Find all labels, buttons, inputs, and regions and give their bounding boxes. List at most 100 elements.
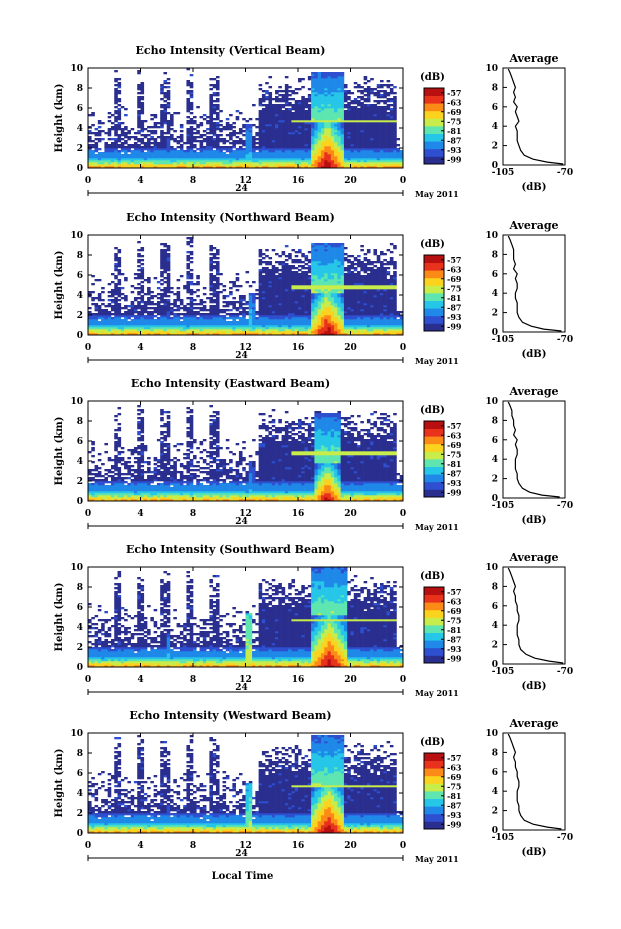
heatmap-cell bbox=[261, 132, 266, 135]
heatmap-cell bbox=[127, 164, 131, 167]
heatmap-cell bbox=[281, 269, 286, 272]
heatmap-cell bbox=[380, 100, 384, 103]
heatmap-cell bbox=[360, 162, 364, 165]
heatmap-cell bbox=[389, 144, 394, 147]
heatmap-cell bbox=[383, 100, 387, 103]
heatmap-cell bbox=[202, 152, 207, 155]
heatmap-cell bbox=[307, 301, 312, 304]
heatmap-cell bbox=[170, 152, 174, 155]
heatmap-cell bbox=[232, 150, 236, 153]
heatmap-cell bbox=[242, 327, 246, 330]
heatmap-cell bbox=[337, 112, 341, 115]
heatmap-cell bbox=[334, 94, 338, 97]
heatmap-cell bbox=[127, 150, 131, 153]
heatmap-cell bbox=[173, 150, 177, 153]
heatmap-cell bbox=[245, 136, 250, 139]
heatmap-cell bbox=[176, 136, 181, 139]
heatmap-cell bbox=[235, 329, 240, 332]
heatmap-cell bbox=[124, 329, 128, 332]
heatmap-cell bbox=[294, 100, 299, 103]
heatmap-cell bbox=[215, 116, 220, 119]
heatmap-cell bbox=[117, 303, 122, 306]
heatmap-cell bbox=[298, 104, 302, 107]
heatmap-cell bbox=[117, 82, 122, 85]
heatmap-cell bbox=[327, 305, 332, 308]
heatmap-cell bbox=[91, 152, 95, 155]
heatmap-cell bbox=[255, 164, 259, 167]
heatmap-cell bbox=[170, 128, 174, 131]
heatmap-cell bbox=[314, 84, 318, 87]
heatmap-cell bbox=[334, 136, 338, 139]
heatmap-cell bbox=[124, 136, 128, 139]
heatmap-cell bbox=[298, 148, 302, 151]
heatmap-cell bbox=[281, 315, 286, 318]
heatmap-cell bbox=[107, 295, 112, 298]
heatmap-cell bbox=[242, 160, 246, 163]
heatmap-cell bbox=[307, 259, 312, 262]
heatmap-cell bbox=[307, 142, 312, 145]
heatmap-cell bbox=[324, 124, 328, 127]
heatmap-cell bbox=[353, 152, 358, 155]
heatmap-cell bbox=[114, 140, 118, 143]
heatmap-cell bbox=[275, 323, 279, 326]
heatmap-cell bbox=[301, 331, 305, 334]
heatmap-cell bbox=[284, 285, 289, 288]
heatmap-cell bbox=[232, 134, 236, 137]
heatmap-cell bbox=[265, 331, 269, 334]
heatmap-cell bbox=[209, 166, 213, 169]
heatmap-cell bbox=[324, 154, 328, 157]
heatmap-cell bbox=[255, 293, 259, 296]
heatmap-cell bbox=[357, 144, 361, 147]
x-tick-label: 8 bbox=[190, 176, 196, 186]
heatmap-cell bbox=[261, 299, 266, 302]
heatmap-cell bbox=[215, 166, 220, 169]
heatmap-cell bbox=[166, 285, 171, 288]
heatmap-cell bbox=[229, 331, 233, 334]
heatmap-cell bbox=[291, 126, 296, 129]
heatmap-cell bbox=[160, 148, 164, 151]
heatmap-cell bbox=[327, 293, 332, 296]
heatmap-cell bbox=[393, 150, 397, 153]
heatmap-cell bbox=[275, 148, 279, 151]
heatmap-cell bbox=[215, 82, 220, 85]
heatmap-cell bbox=[114, 255, 118, 258]
heatmap-cell bbox=[320, 287, 325, 290]
heatmap-cell bbox=[330, 265, 335, 268]
heatmap-cell bbox=[248, 307, 253, 310]
heatmap-cell bbox=[117, 309, 122, 312]
heatmap-cell bbox=[357, 154, 361, 157]
heatmap-cell bbox=[265, 283, 269, 286]
heatmap-cell bbox=[327, 319, 332, 322]
heatmap-cell bbox=[311, 267, 315, 270]
heatmap-cell bbox=[386, 140, 391, 143]
heatmap-cell bbox=[137, 164, 141, 167]
heatmap-cell bbox=[294, 132, 299, 135]
heatmap-cell bbox=[137, 321, 141, 324]
heatmap-cell bbox=[343, 166, 348, 169]
heatmap-cell bbox=[268, 307, 273, 310]
heatmap-cell bbox=[94, 313, 99, 316]
heatmap-cell bbox=[238, 297, 243, 300]
heatmap-cell bbox=[314, 146, 318, 149]
panel-title: Echo Intensity (Northward Beam) bbox=[126, 211, 335, 224]
heatmap-cell bbox=[104, 148, 108, 151]
heatmap-cell bbox=[386, 124, 391, 127]
heatmap-cell bbox=[268, 309, 273, 312]
heatmap-cell bbox=[199, 158, 204, 161]
heatmap-cell bbox=[327, 106, 332, 109]
heatmap-cell bbox=[127, 160, 131, 163]
heatmap-cell bbox=[186, 327, 191, 330]
heatmap-cell bbox=[261, 136, 266, 139]
heatmap-cell bbox=[301, 327, 305, 330]
heatmap-cell bbox=[110, 158, 115, 161]
heatmap-cell bbox=[360, 134, 364, 137]
heatmap-cell bbox=[137, 305, 141, 308]
heatmap-cell bbox=[304, 275, 309, 278]
heatmap-cell bbox=[202, 154, 207, 157]
heatmap-cell bbox=[265, 319, 269, 322]
heatmap-cell bbox=[311, 76, 315, 79]
heatmap-cell bbox=[166, 323, 171, 326]
heatmap-cell bbox=[91, 160, 95, 163]
heatmap-cell bbox=[337, 108, 341, 111]
heatmap-cell bbox=[156, 319, 161, 322]
